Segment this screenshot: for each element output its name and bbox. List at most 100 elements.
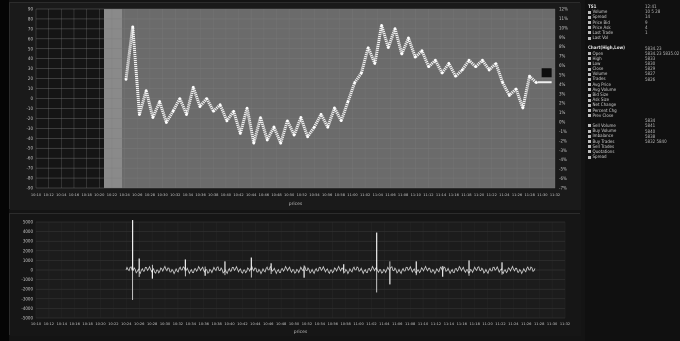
x-tick-label: 11:04 [379,322,390,326]
panel-field-label[interactable]: Avg Price [588,82,640,87]
panel-field-value: 14 [645,14,651,20]
panel-field-value: 5826 [645,76,656,82]
checkbox-icon[interactable] [588,124,591,128]
x-tick-label: 10:30 [160,322,171,326]
panel-field-value: 4 [645,24,648,30]
checkbox-icon[interactable] [588,36,591,40]
y-tick-label-left: 60 [28,36,34,41]
checkbox-icon[interactable] [588,93,591,97]
checkbox-icon[interactable] [588,114,591,118]
price-point [198,105,202,108]
panel-field-label[interactable]: Spread [588,14,640,19]
x-tick-label: 10:32 [170,193,180,197]
price-point [487,68,491,72]
checkbox-icon[interactable] [588,140,591,143]
x-tick-label: 11:30 [537,193,548,197]
checkbox-icon[interactable] [588,72,591,76]
price-point [407,36,410,40]
checkbox-icon[interactable] [588,10,591,14]
checkbox-icon[interactable] [588,77,591,81]
panel-field-label[interactable]: Close [588,66,640,71]
x-tick-label: 10:18 [81,193,92,197]
y-tick-label-right: 10% [559,25,568,30]
checkbox-icon[interactable] [588,145,591,149]
checkbox-icon[interactable] [588,21,591,25]
panel-field-label[interactable]: Ask Size [588,97,640,102]
x-tick-label: 10:22 [108,322,118,326]
checkbox-icon[interactable] [588,62,591,66]
panel-field-label[interactable]: Trades [588,76,640,81]
panel-field-label[interactable]: Imbalance [588,133,640,138]
price-point [494,62,498,65]
volume-chart-panel[interactable]: 5000 4000 3000 2000 1000 0 -1000 -2000 -3000 -400… [9,213,581,336]
panel-field-label[interactable]: Percent Chg [588,108,640,113]
checkbox-icon[interactable] [588,103,591,107]
panel-field-label[interactable]: Avg Volume [588,87,640,92]
y-tick-label-right: -3% [559,148,567,153]
checkbox-icon[interactable] [588,98,591,102]
panel-field-label[interactable]: Net Change [588,102,640,107]
x-tick-label: 10:58 [340,322,351,326]
price-point [313,125,316,129]
panel-field-label[interactable]: Open [588,51,640,56]
panel-field-label[interactable]: Bid Size [588,92,640,97]
panel-field-value: 5840 [645,128,656,134]
checkbox-icon[interactable] [588,88,591,92]
y-tick-label-left: 30 [28,66,34,71]
price-point [299,116,303,119]
panel-field-label[interactable]: High [588,56,640,61]
y-tick-label-right: -2% [559,138,567,143]
panel-field-text: Percent Chg [592,107,617,113]
checkbox-icon[interactable] [588,150,591,154]
price-point [212,109,215,113]
panel-field-label[interactable]: Quotations [588,149,640,154]
price-point [218,103,222,107]
panel-field-label[interactable]: Spread [588,154,640,159]
panel-field-label[interactable]: Last Trade [588,30,640,35]
panel-field-label[interactable]: Prev Close [588,113,640,118]
checkbox-icon[interactable] [588,129,591,133]
x-tick-label: 10:50 [284,193,295,197]
volume-chart[interactable]: 5000 4000 3000 2000 1000 0 -1000 -2000 -3000 -400… [10,214,581,336]
panel-field-label[interactable]: Buy Trades [588,139,640,144]
y-tick-label-left: 0 [30,96,33,101]
price-point [205,97,209,100]
checkbox-icon[interactable] [588,26,591,30]
panel-field-label[interactable]: Price Ask [588,25,640,30]
panel-field-label[interactable]: Volume [588,9,640,14]
price-point [447,62,451,65]
y-tick-label-right: -6% [559,176,567,181]
x-tick-label: 10:20 [94,193,105,197]
price-chart[interactable]: 90 80 70 60 50 40 30 20 10 0 -10 -20 -30 -40 -50 -60 -70… [10,3,581,210]
checkbox-icon[interactable] [588,155,591,159]
panel-field-label[interactable]: Sell Volume [588,123,640,128]
panel-field-label[interactable]: Price Bid [588,20,640,25]
price-point [232,109,235,113]
y-tick-label: -5000 [21,316,33,321]
panel-field-label[interactable]: Sell Trades [588,144,640,149]
price-point [353,81,356,84]
panel-field-label[interactable]: Buy Volume [588,128,640,133]
price-chart-panel[interactable]: 90 80 70 60 50 40 30 20 10 0 -10 -20 -30 -40 -50 -60 -70… [9,2,581,210]
y-tick-label: 3000 [23,239,34,244]
y-tick-label-right: 4% [559,82,566,87]
x-tick-label: 11:26 [521,322,532,326]
checkbox-icon[interactable] [588,109,591,113]
panel-field-label[interactable]: Last Vol [588,35,640,40]
panel-field-value: 5830 [645,61,656,67]
x-tick-label: 10:44 [250,322,261,326]
checkbox-icon[interactable] [588,83,591,87]
panel-field-value: 1 [645,29,648,35]
x-tick-label: 10:36 [199,322,210,326]
checkbox-icon[interactable] [588,57,591,61]
checkbox-icon[interactable] [588,15,591,19]
x-tick-label: 11:32 [560,322,570,326]
checkbox-icon[interactable] [588,67,591,71]
checkbox-icon[interactable] [588,52,591,55]
panel-field-label[interactable]: Low [588,61,640,66]
x-tick-label: 10:24 [119,193,130,197]
checkbox-icon[interactable] [588,134,591,138]
panel-field-value: 5827 [645,71,656,77]
panel-field-label[interactable]: Volume [588,71,640,76]
checkbox-icon[interactable] [588,31,591,35]
